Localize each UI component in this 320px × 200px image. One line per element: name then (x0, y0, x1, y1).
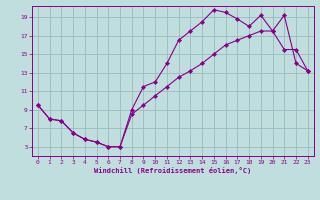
X-axis label: Windchill (Refroidissement éolien,°C): Windchill (Refroidissement éolien,°C) (94, 167, 252, 174)
